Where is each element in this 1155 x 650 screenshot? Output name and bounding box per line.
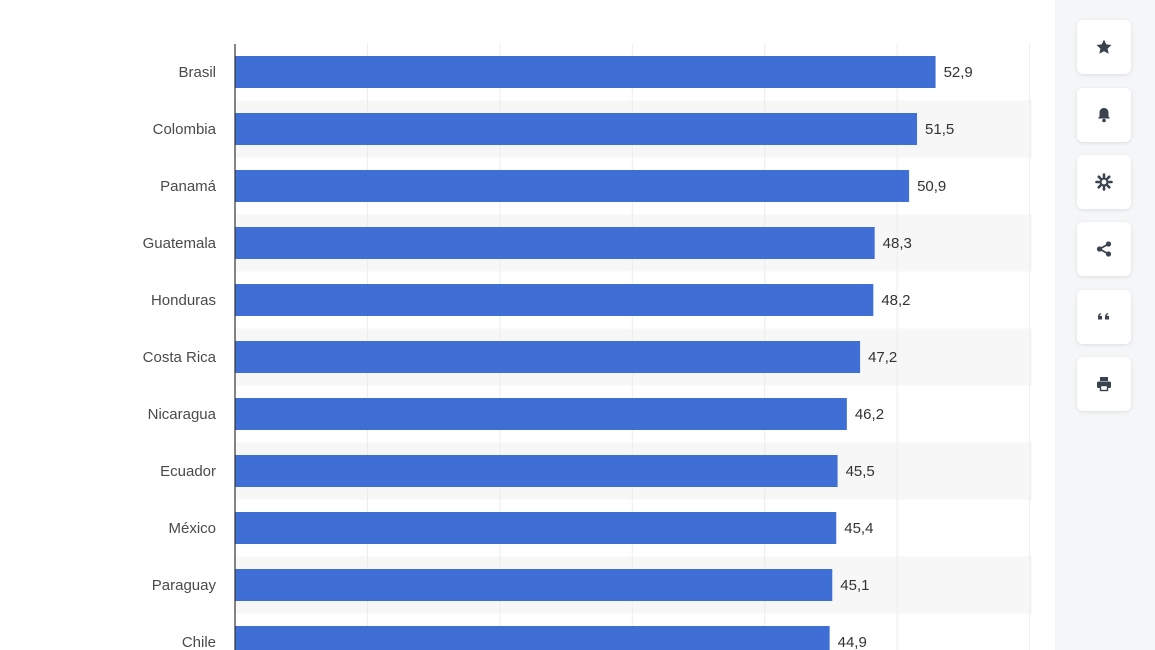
settings-button[interactable] xyxy=(1077,155,1131,209)
bell-icon xyxy=(1098,108,1110,123)
category-label: Honduras xyxy=(151,292,216,309)
category-label: Panamá xyxy=(160,178,217,195)
bar xyxy=(235,113,918,145)
data-label: 45,4 xyxy=(844,520,873,537)
data-label: 45,1 xyxy=(840,577,869,594)
favorite-button[interactable] xyxy=(1077,20,1131,74)
data-label: 52,9 xyxy=(944,64,973,81)
tool-sidebar xyxy=(1055,0,1155,650)
bar xyxy=(235,170,910,202)
data-label: 48,2 xyxy=(881,292,910,309)
data-label: 47,2 xyxy=(868,349,897,366)
category-label: Ecuador xyxy=(160,463,216,480)
data-label: 51,5 xyxy=(925,121,954,138)
category-label: Brasil xyxy=(178,64,216,81)
print-button[interactable] xyxy=(1077,357,1131,411)
bar xyxy=(235,512,837,544)
category-label: Guatemala xyxy=(143,235,217,252)
category-label: Nicaragua xyxy=(148,406,217,423)
star-icon xyxy=(1096,39,1112,54)
notification-button[interactable] xyxy=(1077,88,1131,142)
category-label: Costa Rica xyxy=(143,349,217,366)
data-label: 50,9 xyxy=(917,178,946,195)
cite-button[interactable] xyxy=(1077,290,1131,344)
bar xyxy=(235,227,875,259)
bar xyxy=(235,626,830,650)
category-label: México xyxy=(168,520,216,537)
chart-area: Brasil 52,9 Colombia 51,5 Panamá 50,9 Guatemal… xyxy=(143,44,1032,650)
category-label: Paraguay xyxy=(152,577,217,594)
gear-icon xyxy=(1095,173,1113,191)
category-label: Colombia xyxy=(153,121,217,138)
share-icon xyxy=(1096,241,1112,257)
bar-chart: Brasil 52,9 Colombia 51,5 Panamá 50,9 Guatemal… xyxy=(143,44,1032,650)
data-label: 48,3 xyxy=(883,235,912,252)
print-icon xyxy=(1097,377,1111,392)
bar xyxy=(235,284,874,316)
bar xyxy=(235,341,861,373)
data-label: 45,5 xyxy=(846,463,875,480)
bar xyxy=(235,56,936,88)
bar xyxy=(235,569,833,601)
category-label: Chile xyxy=(182,634,216,650)
data-label: 46,2 xyxy=(855,406,884,423)
share-button[interactable] xyxy=(1077,222,1131,276)
quote-icon xyxy=(1098,313,1109,320)
bar xyxy=(235,398,847,430)
bar xyxy=(235,455,838,487)
data-label: 44,9 xyxy=(838,634,867,650)
